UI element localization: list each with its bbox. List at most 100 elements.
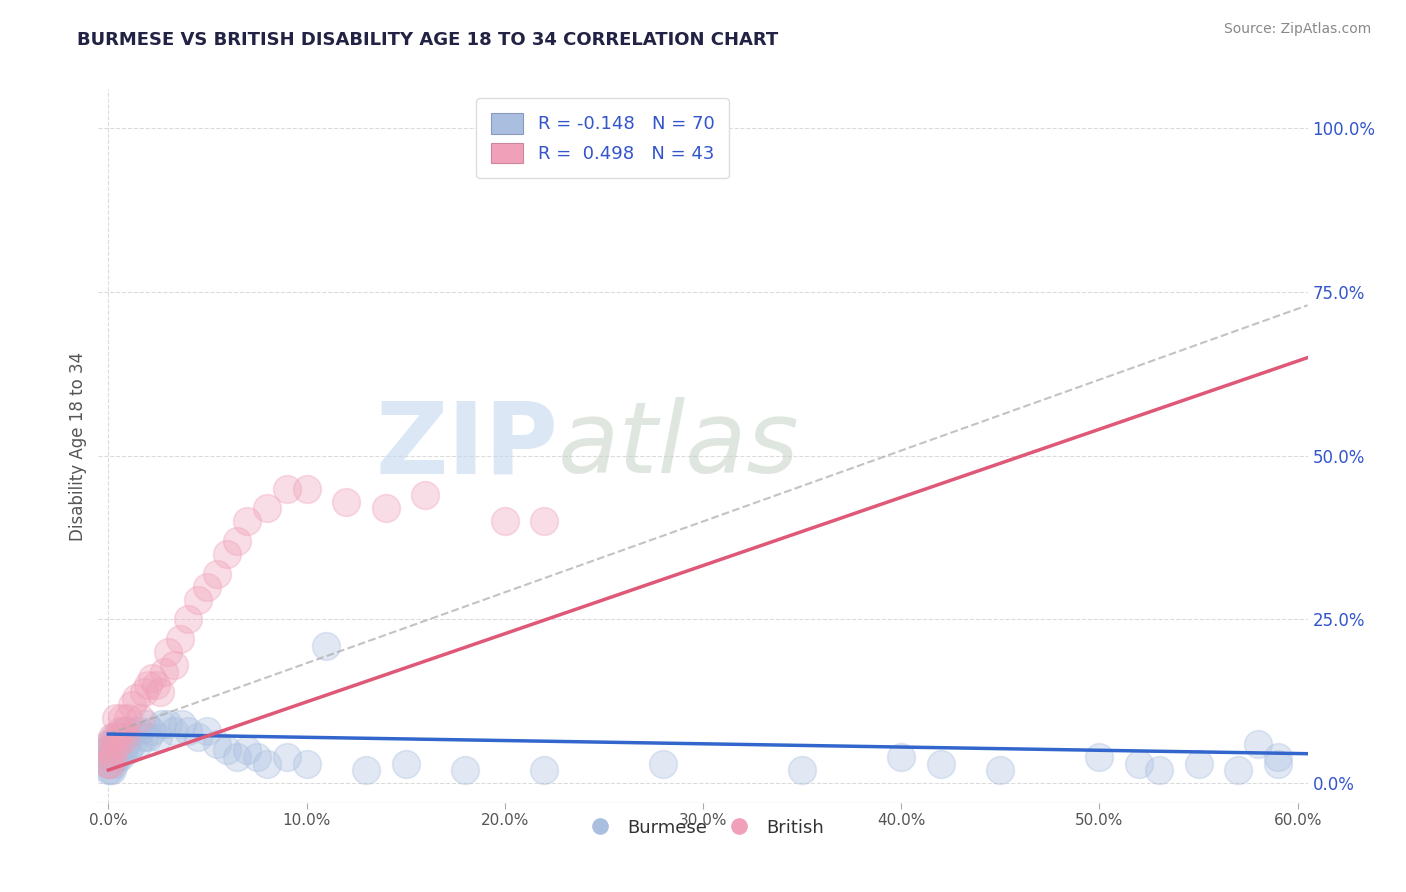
Point: [176, 612, 198, 626]
Point: [98, 743, 121, 757]
Point: [105, 737, 128, 751]
Point: [136, 731, 159, 745]
Point: [135, 717, 157, 731]
Point: [117, 723, 139, 738]
Point: [494, 514, 516, 528]
Point: [652, 756, 675, 771]
Point: [156, 645, 179, 659]
Point: [207, 566, 229, 581]
Point: [149, 684, 172, 698]
Text: BURMESE VS BRITISH DISABILITY AGE 18 TO 34 CORRELATION CHART: BURMESE VS BRITISH DISABILITY AGE 18 TO …: [77, 31, 779, 49]
Point: [197, 580, 219, 594]
Point: [111, 711, 134, 725]
Text: atlas: atlas: [558, 398, 800, 494]
Point: [1088, 750, 1111, 764]
Point: [533, 763, 555, 777]
Point: [103, 756, 125, 771]
Point: [97, 763, 120, 777]
Point: [169, 632, 191, 647]
Y-axis label: Disability Age 18 to 34: Disability Age 18 to 34: [69, 351, 87, 541]
Point: [107, 737, 129, 751]
Point: [103, 743, 125, 757]
Point: [101, 750, 124, 764]
Point: [207, 737, 229, 751]
Point: [217, 743, 239, 757]
Point: [117, 711, 139, 725]
Point: [129, 711, 152, 725]
Point: [101, 750, 124, 764]
Point: [110, 750, 132, 764]
Point: [374, 501, 396, 516]
Point: [236, 514, 259, 528]
Point: [1187, 756, 1209, 771]
Point: [105, 711, 128, 725]
Point: [141, 723, 163, 738]
Point: [153, 665, 176, 679]
Point: [1147, 763, 1170, 777]
Point: [170, 717, 193, 731]
Point: [790, 763, 813, 777]
Point: [533, 514, 555, 528]
Point: [97, 743, 120, 757]
Point: [112, 743, 135, 757]
Point: [112, 723, 135, 738]
Point: [111, 743, 134, 757]
Legend: Burmese, British: Burmese, British: [575, 812, 831, 844]
Point: [929, 756, 952, 771]
Point: [98, 750, 121, 764]
Point: [315, 639, 337, 653]
Point: [101, 763, 124, 777]
Point: [121, 698, 143, 712]
Text: ZIP: ZIP: [375, 398, 558, 494]
Point: [127, 737, 149, 751]
Point: [150, 717, 173, 731]
Point: [276, 750, 298, 764]
Point: [97, 756, 120, 771]
Point: [97, 743, 120, 757]
Point: [988, 763, 1011, 777]
Point: [115, 737, 138, 751]
Point: [593, 121, 616, 136]
Point: [125, 691, 148, 706]
Point: [146, 731, 169, 745]
Text: Source: ZipAtlas.com: Source: ZipAtlas.com: [1223, 22, 1371, 37]
Point: [111, 731, 134, 745]
Point: [335, 494, 357, 508]
Point: [226, 750, 249, 764]
Point: [132, 731, 155, 745]
Point: [1267, 756, 1289, 771]
Point: [156, 717, 179, 731]
Point: [890, 750, 912, 764]
Point: [246, 750, 269, 764]
Point: [98, 763, 121, 777]
Point: [98, 737, 121, 751]
Point: [256, 501, 278, 516]
Point: [122, 723, 145, 738]
Point: [110, 723, 132, 738]
Point: [163, 723, 186, 738]
Point: [107, 731, 129, 745]
Point: [98, 756, 121, 771]
Point: [97, 756, 120, 771]
Point: [197, 723, 219, 738]
Point: [1247, 737, 1270, 751]
Point: [1128, 756, 1150, 771]
Point: [226, 533, 249, 548]
Point: [115, 731, 138, 745]
Point: [186, 592, 208, 607]
Point: [101, 737, 124, 751]
Point: [354, 763, 377, 777]
Point: [276, 482, 298, 496]
Point: [121, 737, 143, 751]
Point: [97, 750, 120, 764]
Point: [176, 723, 198, 738]
Point: [1227, 763, 1250, 777]
Point: [454, 763, 477, 777]
Point: [105, 750, 128, 764]
Point: [132, 684, 155, 698]
Point: [112, 723, 135, 738]
Point: [1267, 750, 1289, 764]
Point: [105, 731, 128, 745]
Point: [101, 731, 124, 745]
Point: [145, 678, 167, 692]
